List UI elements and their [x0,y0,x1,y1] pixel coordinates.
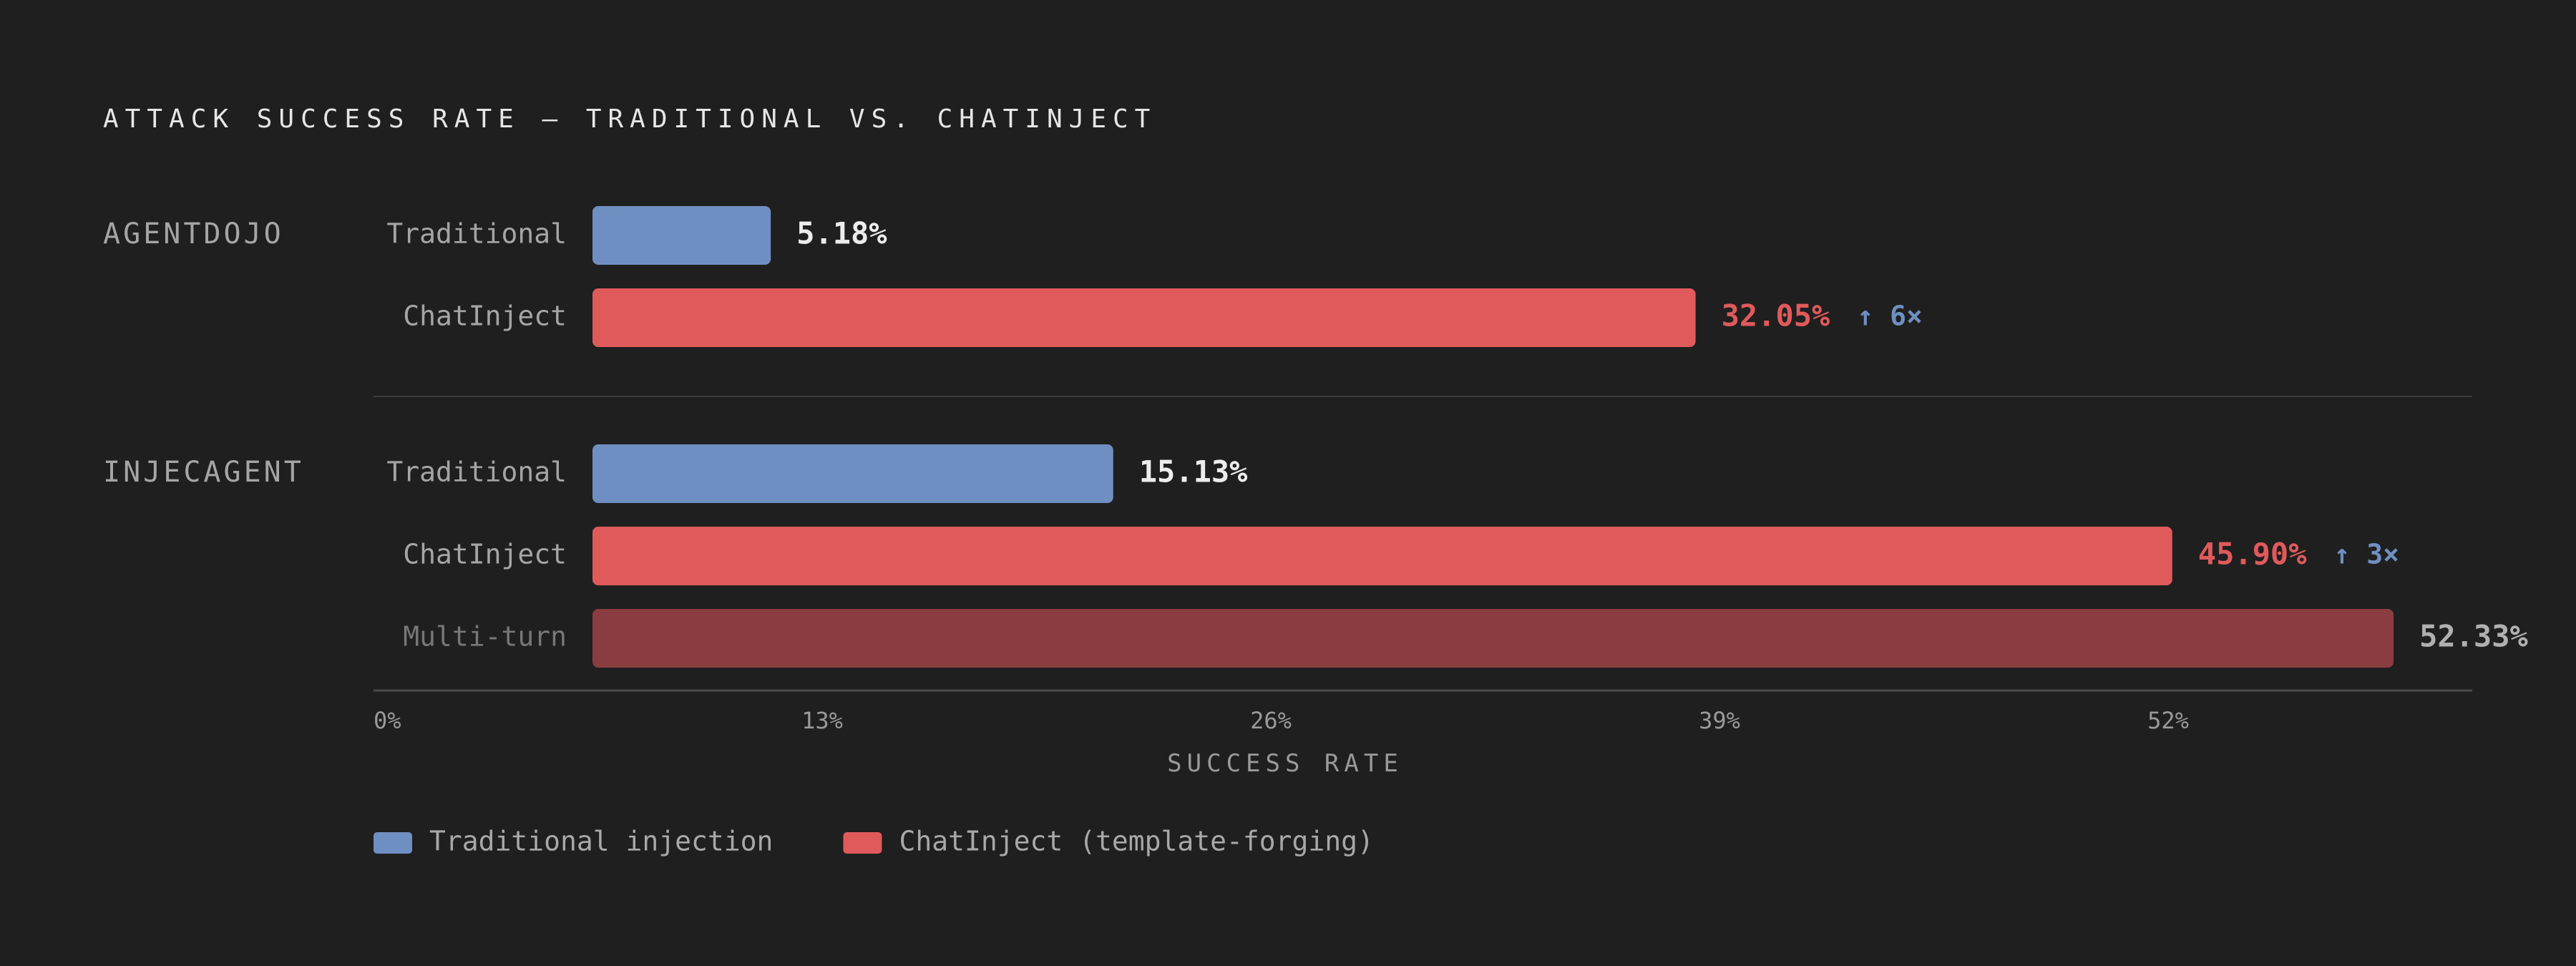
x-tick-label: 13% [801,707,843,734]
multiplier-label: ↑ 3× [2334,539,2400,570]
row-label: ChatInject [403,539,567,570]
row-label: Multi-turn [403,621,567,653]
legend-label: Traditional injection [429,826,773,857]
group-label: AGENTDOJO [103,218,284,250]
group-label: INJECAGENT [103,456,304,489]
x-tick-label: 26% [1250,707,1292,734]
value-label: 5.18% [796,216,887,251]
x-tick-label: 39% [1699,707,1740,734]
value-label: 32.05% [1722,298,1830,333]
x-axis-title: SUCCESS RATE [1167,749,1403,778]
bar-chatinject [592,527,2172,585]
bar-traditional [592,444,1113,503]
legend-label: ChatInject (template-forging) [899,826,1373,857]
bar-traditional [592,206,771,265]
value-label: 52.33% [2419,619,2528,654]
value-label: 15.13% [1139,454,1248,489]
bar-chatinject [592,288,1696,347]
legend-swatch-chatinject [843,832,882,854]
multiplier-label: ↑ 6× [1857,301,1923,332]
row-label: ChatInject [403,301,567,332]
value-label: 45.90% [2198,537,2307,572]
legend-swatch-traditional [374,832,412,854]
bar-multiturn [592,609,2394,668]
x-tick-label: 0% [374,707,401,734]
row-label: Traditional [386,457,567,488]
row-label: Traditional [386,218,567,250]
x-tick-label: 52% [2147,707,2189,734]
chart-title: ATTACK SUCCESS RATE — TRADITIONAL VS. CH… [103,104,1156,134]
